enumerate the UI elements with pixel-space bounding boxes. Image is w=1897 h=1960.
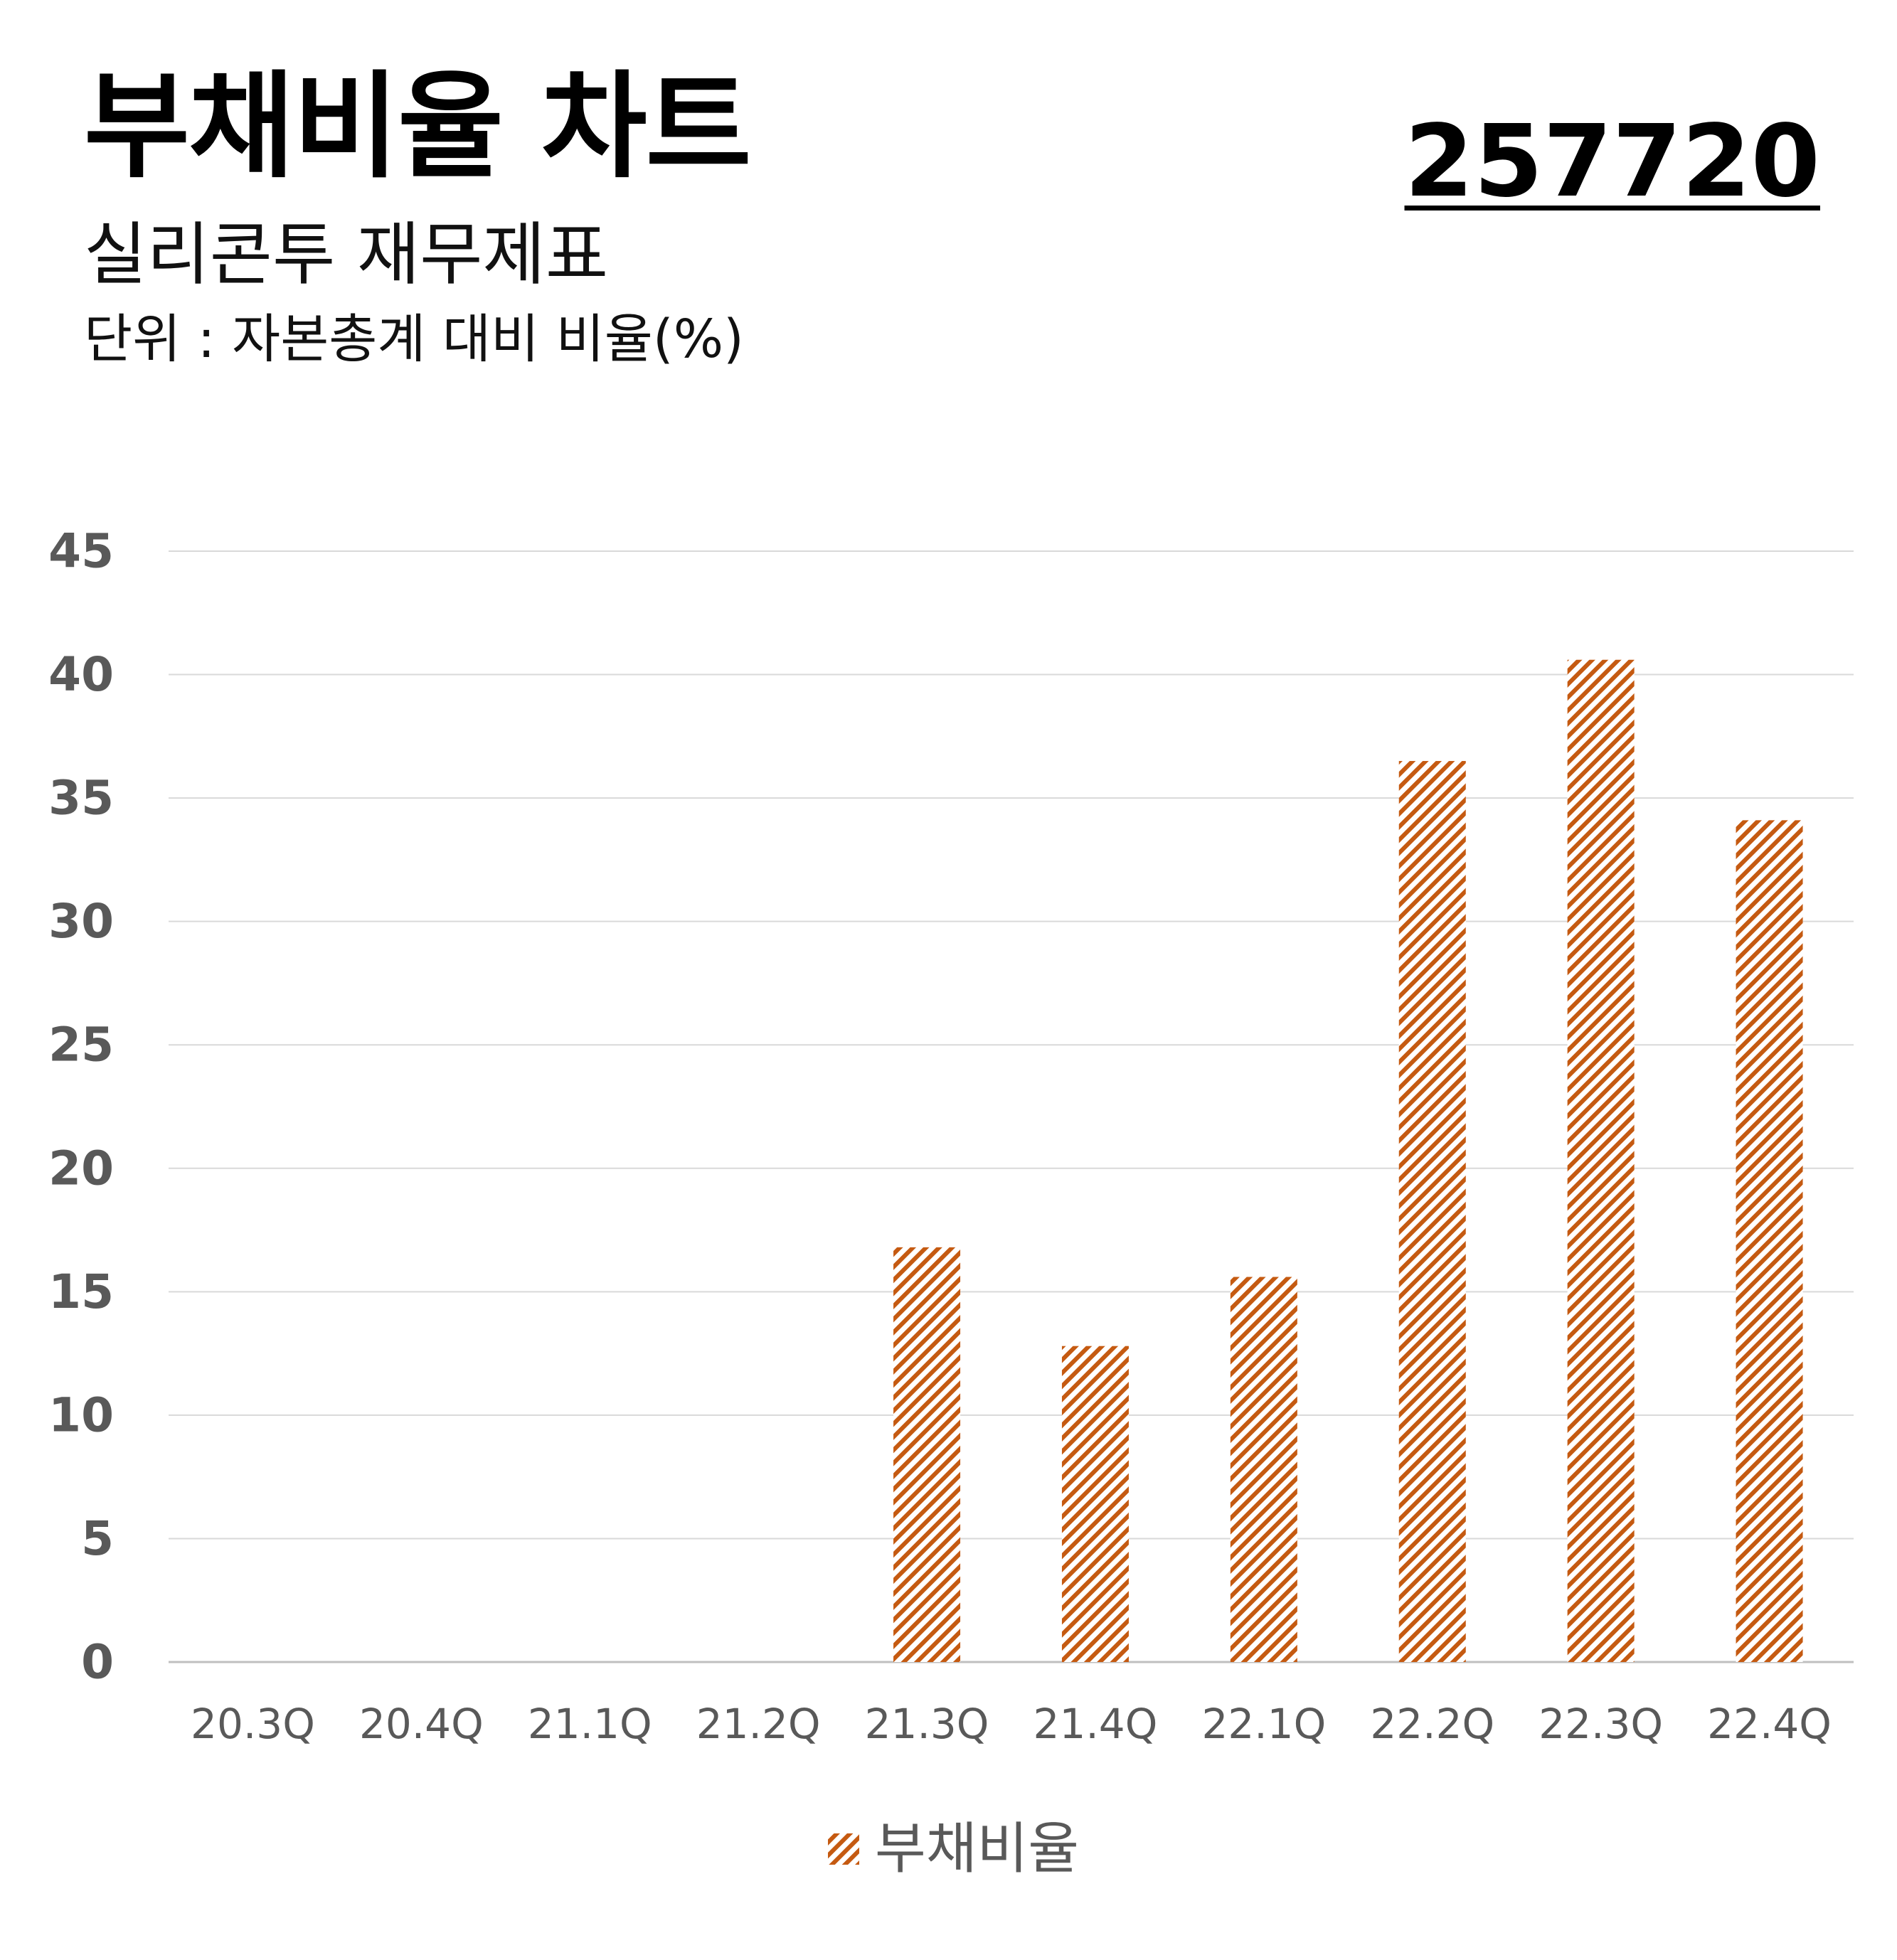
bar — [1398, 761, 1466, 1662]
unit-label: 단위 : 자본총계 대비 비율(%) — [84, 309, 744, 370]
x-axis-ticks: 20.3Q 20.4Q 21.1Q 21.2Q 21.3Q 21.4Q 22.1Q 22.2Q… — [191, 1700, 1832, 1748]
x-tick-label: 22.1Q — [1201, 1700, 1326, 1748]
x-tick-label: 22.4Q — [1707, 1700, 1832, 1748]
x-tick-label: 22.3Q — [1539, 1700, 1663, 1748]
y-tick-label: 35 — [48, 771, 114, 826]
y-tick-label: 40 — [48, 647, 114, 702]
y-tick-label: 10 — [48, 1388, 114, 1442]
y-tick-label: 15 — [48, 1264, 114, 1319]
bar — [1230, 1277, 1297, 1662]
y-tick-label: 30 — [48, 894, 114, 949]
legend: 부채비율 — [828, 1817, 1079, 1881]
y-axis-ticks: 0 5 10 15 20 25 30 35 40 45 — [48, 524, 114, 1690]
y-tick-label: 45 — [48, 524, 114, 579]
bar — [893, 1247, 961, 1662]
y-tick-label: 25 — [48, 1018, 114, 1072]
bar — [1567, 659, 1635, 1662]
x-tick-label: 20.4Q — [359, 1700, 484, 1748]
x-tick-label: 20.3Q — [191, 1700, 315, 1748]
chart-title: 부채비율 차트 — [84, 60, 752, 194]
stock-code: 257720 — [1404, 104, 1820, 220]
bars — [893, 659, 1803, 1662]
legend-swatch — [828, 1833, 859, 1865]
x-tick-label: 21.3Q — [865, 1700, 989, 1748]
x-tick-label: 22.2Q — [1370, 1700, 1494, 1748]
x-tick-label: 21.1Q — [528, 1700, 652, 1748]
x-tick-label: 21.2Q — [696, 1700, 821, 1748]
bar — [1061, 1346, 1129, 1662]
legend-label: 부채비율 — [875, 1817, 1079, 1881]
bar — [1736, 820, 1803, 1662]
chart-subtitle: 실리콘투 재무제표 — [84, 215, 609, 294]
x-tick-label: 21.4Q — [1033, 1700, 1158, 1748]
y-tick-label: 20 — [48, 1141, 114, 1195]
y-tick-label: 5 — [81, 1511, 114, 1566]
y-tick-label: 0 — [81, 1635, 114, 1690]
